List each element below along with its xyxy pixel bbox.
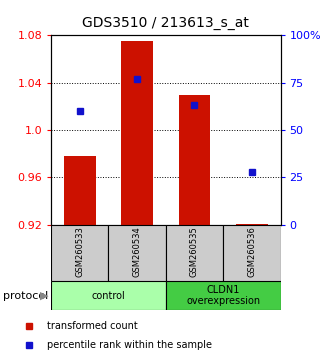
Text: GSM260533: GSM260533 — [75, 227, 84, 278]
Bar — [166, 281, 280, 310]
Bar — [179, 95, 210, 225]
Text: GSM260536: GSM260536 — [247, 227, 256, 278]
Text: GDS3510 / 213613_s_at: GDS3510 / 213613_s_at — [82, 16, 248, 30]
Bar — [223, 225, 280, 281]
Text: percentile rank within the sample: percentile rank within the sample — [47, 341, 212, 350]
Bar — [121, 41, 153, 225]
Text: GSM260535: GSM260535 — [190, 227, 199, 277]
Text: CLDN1
overexpression: CLDN1 overexpression — [186, 285, 260, 307]
Bar — [166, 225, 223, 281]
Text: GSM260534: GSM260534 — [133, 227, 142, 277]
Text: protocol: protocol — [3, 291, 49, 301]
Bar — [109, 225, 166, 281]
Bar — [64, 156, 96, 225]
Text: ▶: ▶ — [40, 291, 49, 301]
Text: transformed count: transformed count — [47, 321, 138, 331]
Bar — [51, 281, 166, 310]
Bar — [236, 224, 268, 225]
Bar — [51, 225, 109, 281]
Text: control: control — [92, 291, 125, 301]
